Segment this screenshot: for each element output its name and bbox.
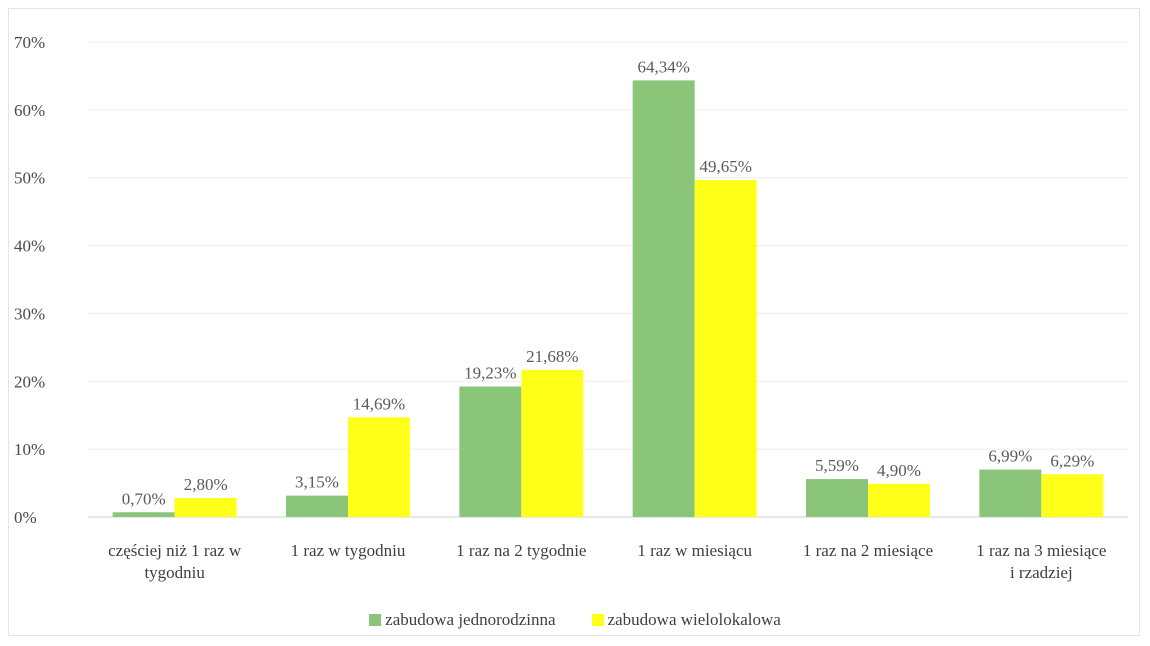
data-label: 0,70%: [122, 489, 166, 508]
x-tick-label: 1 raz w miesiącu: [637, 541, 752, 560]
legend: zabudowa jednorodzinna zabudowa wielolok…: [0, 606, 1150, 634]
legend-swatch-series-2: [591, 614, 604, 626]
chart-frame: [8, 8, 1140, 636]
y-tick-label: 50%: [14, 169, 45, 188]
data-label: 6,29%: [1050, 451, 1094, 470]
x-tick-label: 1 raz na 2 miesiące: [803, 541, 933, 560]
bar: [348, 417, 410, 517]
bar: [979, 469, 1042, 517]
data-label: 21,68%: [526, 347, 578, 366]
bar: [868, 483, 930, 517]
bar: [459, 386, 522, 517]
bar: [1041, 474, 1104, 517]
legend-label-series-2: zabudowa wielolokalowa: [607, 610, 781, 629]
x-tick-label: 1 raz na 2 tygodnie: [456, 541, 586, 560]
data-label: 19,23%: [464, 364, 516, 383]
data-label: 6,99%: [988, 447, 1032, 466]
y-tick-label: 10%: [14, 440, 45, 459]
data-label: 49,65%: [699, 157, 751, 176]
legend-item-series-1: zabudowa jednorodzinna: [369, 610, 556, 630]
legend-swatch-series-1: [369, 614, 382, 626]
bar: [806, 479, 868, 517]
data-label: 4,90%: [877, 461, 921, 480]
bar: [694, 180, 757, 517]
x-tick-label: częściej niż 1 raz w: [108, 541, 242, 560]
legend-item-series-2: zabudowa wielolokalowa: [591, 610, 781, 630]
legend-label-series-1: zabudowa jednorodzinna: [385, 610, 556, 629]
bar: [521, 369, 584, 517]
data-label: 3,15%: [295, 473, 339, 492]
x-tick-label: i rzadziej: [1010, 563, 1073, 582]
y-tick-label: 20%: [14, 372, 45, 391]
bar: [112, 512, 175, 517]
bar: [174, 498, 237, 517]
bar: [632, 80, 695, 518]
y-tick-label: 40%: [14, 237, 45, 256]
x-tick-label: 1 raz na 3 miesiące: [976, 541, 1106, 560]
data-label: 2,80%: [184, 475, 228, 494]
y-tick-label: 0%: [14, 508, 37, 527]
data-label: 64,34%: [637, 57, 689, 76]
y-tick-label: 70%: [14, 33, 45, 52]
data-label: 14,69%: [353, 394, 405, 413]
y-tick-label: 30%: [14, 304, 45, 323]
y-tick-label: 60%: [14, 101, 45, 120]
x-tick-label: tygodniu: [144, 563, 205, 582]
data-label: 5,59%: [815, 456, 859, 475]
x-tick-label: 1 raz w tygodniu: [291, 541, 406, 560]
bar: [286, 495, 348, 517]
